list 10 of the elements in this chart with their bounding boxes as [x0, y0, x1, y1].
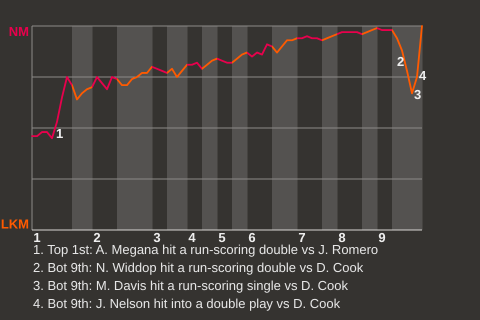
annotation: 2 [397, 54, 404, 69]
text: 2. Bot 9th: N. Widdop hit a run-scoring double vs D. Cook [33, 260, 364, 275]
annotation: 4 [419, 68, 427, 83]
text: 4. Bot 9th: J. Nelson hit into a double play vs D. Cook [33, 296, 341, 311]
text: LKM [0, 216, 29, 232]
text: NM [8, 24, 29, 39]
x-tick-label: 9 [378, 230, 386, 246]
annotation: 1 [56, 126, 64, 141]
text: 3. Bot 9th: M. Davis hit a run-scoring single vs D. Cook [33, 278, 349, 293]
annotation: 3 [414, 87, 422, 102]
